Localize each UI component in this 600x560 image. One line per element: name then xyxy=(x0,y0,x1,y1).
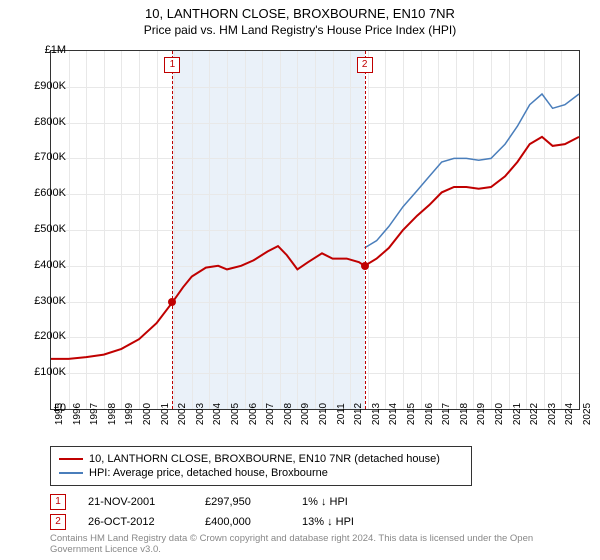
sales-table: 1 21-NOV-2001 £297,950 1% ↓ HPI 2 26-OCT-2012… xyxy=(50,492,387,532)
x-axis-label: 2015 xyxy=(406,403,417,425)
x-axis-label: 2017 xyxy=(441,403,452,425)
chart-plot-area: 12 xyxy=(50,50,580,410)
x-axis-label: 2016 xyxy=(424,403,435,425)
x-axis-label: 2019 xyxy=(476,403,487,425)
x-axis-label: 2002 xyxy=(177,403,188,425)
legend-label: HPI: Average price, detached house, Brox… xyxy=(89,467,328,479)
legend-swatch xyxy=(59,458,83,460)
sale-marker-badge: 1 xyxy=(164,57,180,73)
series-price_paid xyxy=(51,137,579,359)
sale-row: 1 21-NOV-2001 £297,950 1% ↓ HPI xyxy=(50,492,387,512)
x-axis-label: 2012 xyxy=(353,403,364,425)
x-axis-label: 2001 xyxy=(160,403,171,425)
sale-price: £400,000 xyxy=(205,516,280,528)
sale-row: 2 26-OCT-2012 £400,000 13% ↓ HPI xyxy=(50,512,387,532)
x-axis-label: 1998 xyxy=(107,403,118,425)
x-axis-label: 2010 xyxy=(318,403,329,425)
legend-box: 10, LANTHORN CLOSE, BROXBOURNE, EN10 7NR… xyxy=(50,446,472,486)
sale-price: £297,950 xyxy=(205,496,280,508)
x-axis-label: 1995 xyxy=(54,403,65,425)
x-axis-label: 2025 xyxy=(582,403,593,425)
x-axis-label: 1999 xyxy=(124,403,135,425)
chart-subtitle: Price paid vs. HM Land Registry's House … xyxy=(0,21,600,43)
chart-svg xyxy=(51,51,579,409)
legend-item: HPI: Average price, detached house, Brox… xyxy=(59,466,463,480)
sale-marker-badge: 2 xyxy=(357,57,373,73)
legend-item: 10, LANTHORN CLOSE, BROXBOURNE, EN10 7NR… xyxy=(59,452,463,466)
y-axis-label: £800K xyxy=(21,116,66,128)
y-axis-label: £300K xyxy=(21,295,66,307)
y-axis-label: £100K xyxy=(21,366,66,378)
sale-dot xyxy=(361,262,369,270)
x-axis-label: 2013 xyxy=(371,403,382,425)
y-axis-label: £900K xyxy=(21,80,66,92)
legend-label: 10, LANTHORN CLOSE, BROXBOURNE, EN10 7NR… xyxy=(89,453,440,465)
chart-container: 10, LANTHORN CLOSE, BROXBOURNE, EN10 7NR… xyxy=(0,0,600,560)
x-axis-label: 2008 xyxy=(283,403,294,425)
x-axis-label: 2003 xyxy=(195,403,206,425)
legend-swatch xyxy=(59,472,83,474)
series-hpi xyxy=(365,94,579,248)
y-axis-label: £700K xyxy=(21,151,66,163)
chart-title: 10, LANTHORN CLOSE, BROXBOURNE, EN10 7NR xyxy=(0,0,600,21)
x-axis-label: 2006 xyxy=(248,403,259,425)
x-axis-label: 1996 xyxy=(72,403,83,425)
y-axis-label: £1M xyxy=(21,44,66,56)
sale-date: 21-NOV-2001 xyxy=(88,496,183,508)
sale-delta: 13% ↓ HPI xyxy=(302,516,387,528)
x-axis-label: 2023 xyxy=(547,403,558,425)
y-axis-label: £500K xyxy=(21,223,66,235)
sale-marker-line xyxy=(172,51,173,409)
x-axis-label: 2009 xyxy=(300,403,311,425)
x-axis-label: 2021 xyxy=(512,403,523,425)
y-axis-label: £600K xyxy=(21,187,66,199)
sale-dot xyxy=(168,298,176,306)
sale-marker-line xyxy=(365,51,366,409)
x-axis-label: 2005 xyxy=(230,403,241,425)
x-axis-label: 2004 xyxy=(212,403,223,425)
x-axis-label: 2014 xyxy=(388,403,399,425)
x-axis-label: 2024 xyxy=(564,403,575,425)
sale-row-marker: 1 xyxy=(50,494,66,510)
sale-row-marker: 2 xyxy=(50,514,66,530)
x-axis-label: 2018 xyxy=(459,403,470,425)
y-axis-label: £200K xyxy=(21,330,66,342)
x-axis-label: 2022 xyxy=(529,403,540,425)
y-axis-label: £400K xyxy=(21,259,66,271)
sale-date: 26-OCT-2012 xyxy=(88,516,183,528)
x-axis-label: 2007 xyxy=(265,403,276,425)
sale-delta: 1% ↓ HPI xyxy=(302,496,387,508)
x-axis-label: 1997 xyxy=(89,403,100,425)
x-axis-label: 2020 xyxy=(494,403,505,425)
x-axis-label: 2000 xyxy=(142,403,153,425)
x-axis-label: 2011 xyxy=(336,403,347,425)
attribution-text: Contains HM Land Registry data © Crown c… xyxy=(50,534,580,556)
